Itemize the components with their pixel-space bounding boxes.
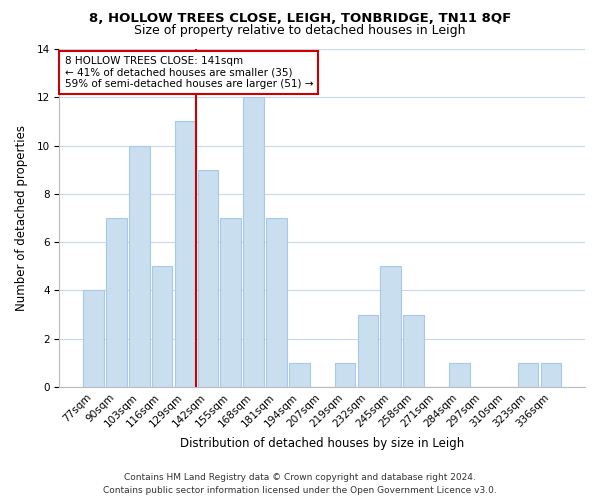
Bar [358, 314, 378, 387]
Bar [152, 266, 172, 387]
Bar [541, 363, 561, 387]
Text: 8 HOLLOW TREES CLOSE: 141sqm
← 41% of detached houses are smaller (35)
59% of se: 8 HOLLOW TREES CLOSE: 141sqm ← 41% of de… [65, 56, 313, 89]
Bar [129, 146, 149, 387]
X-axis label: Distribution of detached houses by size in Leigh: Distribution of detached houses by size … [180, 437, 464, 450]
Bar [380, 266, 401, 387]
Bar [106, 218, 127, 387]
Bar [266, 218, 287, 387]
Bar [197, 170, 218, 387]
Bar [403, 314, 424, 387]
Text: Size of property relative to detached houses in Leigh: Size of property relative to detached ho… [134, 24, 466, 37]
Bar [83, 290, 104, 387]
Bar [220, 218, 241, 387]
Bar [449, 363, 470, 387]
Bar [289, 363, 310, 387]
Text: 8, HOLLOW TREES CLOSE, LEIGH, TONBRIDGE, TN11 8QF: 8, HOLLOW TREES CLOSE, LEIGH, TONBRIDGE,… [89, 12, 511, 26]
Bar [243, 98, 264, 387]
Y-axis label: Number of detached properties: Number of detached properties [15, 125, 28, 311]
Bar [518, 363, 538, 387]
Text: Contains HM Land Registry data © Crown copyright and database right 2024.
Contai: Contains HM Land Registry data © Crown c… [103, 473, 497, 495]
Bar [175, 122, 195, 387]
Bar [335, 363, 355, 387]
